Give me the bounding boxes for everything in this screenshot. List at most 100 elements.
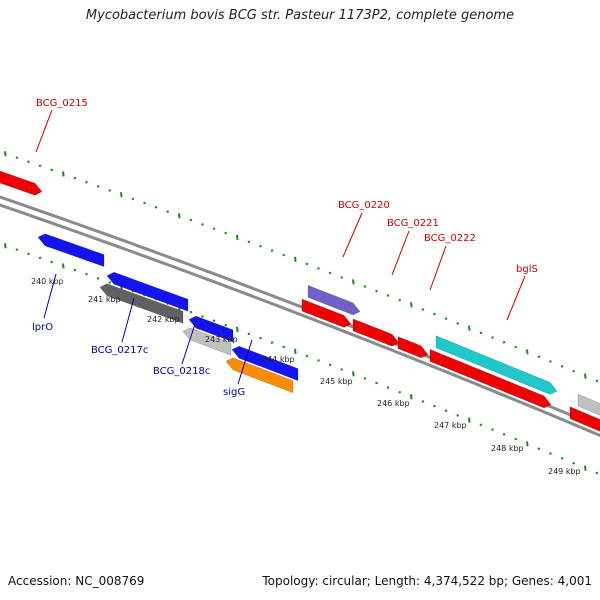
gene-labels: BCG_0215 BCG_0220 BCG_0221 BCG_0222 bglS… — [32, 98, 538, 398]
label-bcg-0220[interactable]: BCG_0220 — [338, 200, 390, 211]
inner-tick — [73, 268, 77, 272]
label-sigg[interactable]: sigG — [223, 387, 245, 398]
label-bcg-0218c[interactable]: BCG_0218c — [153, 366, 210, 377]
inner-tick — [259, 336, 262, 340]
outer-tick — [236, 234, 239, 241]
scale-label-240: 240 kbp — [31, 277, 64, 286]
label-bcg-0215[interactable]: BCG_0215 — [36, 98, 88, 109]
inner-tick — [108, 281, 112, 284]
inner-tick — [595, 471, 599, 475]
outer-tick — [73, 176, 77, 180]
gene-bcg-0222-red — [397, 336, 429, 359]
outer-tick — [584, 373, 587, 379]
label-bcg-0222[interactable]: BCG_0222 — [424, 233, 476, 244]
label-leader-lines — [35, 109, 526, 385]
leader-bcg-0220 — [342, 212, 363, 258]
scale-label-248: 248 kbp — [491, 444, 524, 453]
gene-bcg-0222 — [429, 348, 552, 409]
outer-tick — [178, 213, 181, 219]
gene-bcg-0218c-blue — [188, 315, 234, 343]
inner-tick — [96, 277, 100, 280]
inner-tick — [270, 341, 274, 344]
leader-bgls — [506, 275, 526, 321]
accession-text: Accession: NC_008769 — [8, 574, 145, 588]
outer-tick — [85, 180, 88, 184]
outer-tick — [352, 279, 355, 285]
leader-lpro — [43, 273, 57, 319]
leader-bcg-0218c — [181, 320, 197, 365]
outer-tick — [120, 192, 123, 198]
outer-tick — [27, 160, 30, 164]
outer-tick — [4, 151, 7, 157]
outer-tick — [375, 289, 378, 293]
inner-tick — [375, 381, 378, 385]
inner-tick — [340, 368, 344, 371]
inner-tick — [247, 332, 251, 336]
outer-tick — [433, 312, 436, 316]
inner-tick — [410, 394, 413, 400]
outer-tick — [270, 249, 274, 252]
outer-tick — [526, 349, 529, 355]
inner-tick — [363, 377, 367, 380]
gene-lpro — [37, 233, 105, 268]
gene-gray-right — [577, 393, 600, 416]
gene-bcg-0221 — [352, 318, 400, 347]
outer-tick — [294, 256, 297, 263]
outer-tick — [421, 308, 425, 311]
outer-tick — [212, 227, 216, 231]
label-bcg-0221[interactable]: BCG_0221 — [387, 218, 439, 229]
outer-tick — [96, 185, 100, 188]
gene-bcg-0215 — [0, 170, 43, 196]
inner-tick — [502, 432, 506, 436]
gene-bcg-0220-red — [301, 298, 352, 328]
inner-tick — [456, 414, 460, 417]
gene-sigg — [225, 357, 294, 394]
inner-tick — [560, 456, 564, 460]
inner-tick — [433, 404, 436, 408]
inner-tick — [537, 447, 541, 451]
inner-tick — [62, 263, 65, 269]
inner-tick — [305, 354, 309, 358]
outer-tick — [398, 298, 402, 302]
outer-tick — [456, 322, 460, 325]
outer-tick — [50, 168, 54, 172]
label-bcg-0217c[interactable]: BCG_0217c — [91, 345, 148, 356]
topology-text: Topology: circular; Length: 4,374,522 bp… — [262, 574, 592, 588]
leader-bcg-0221 — [391, 230, 410, 276]
outer-tick — [572, 369, 576, 373]
leader-bcg-0222 — [429, 245, 447, 291]
scale-label-243: 243 kbp — [205, 335, 238, 344]
inner-tick — [514, 437, 518, 441]
outer-tick — [514, 345, 518, 349]
inner-tick — [352, 371, 355, 377]
inner-tick — [584, 465, 587, 471]
inner-tick — [468, 417, 471, 423]
label-lpro[interactable]: lprO — [32, 322, 53, 333]
outer-tick — [108, 189, 112, 192]
label-bgls[interactable]: bglS — [516, 264, 538, 275]
outer-tick — [444, 317, 448, 321]
map-title: Mycobacterium bovis BCG str. Pasteur 117… — [85, 8, 515, 23]
outer-tick — [282, 253, 286, 257]
outer-tick — [363, 285, 367, 288]
outer-tick-ring — [4, 151, 599, 383]
backbone-line — [0, 203, 600, 438]
gene-bcg-0218c — [182, 327, 232, 356]
gene-blue-2 — [231, 345, 299, 382]
outer-tick — [491, 336, 494, 339]
inner-tick — [572, 461, 576, 465]
outer-tick — [201, 223, 204, 226]
gene-bgls — [435, 335, 558, 395]
inner-tick — [328, 363, 332, 367]
outer-tick — [38, 164, 42, 168]
outer-tick — [317, 267, 320, 270]
outer-tick — [305, 262, 309, 266]
inner-tick — [236, 326, 239, 333]
inner-tick — [317, 359, 320, 362]
scale-label-245: 245 kbp — [320, 377, 353, 386]
outer-tick — [560, 364, 564, 368]
inner-tick — [27, 252, 30, 256]
outer-tick — [549, 360, 552, 363]
gene-bcg-0220 — [307, 284, 361, 316]
outer-tick — [595, 379, 599, 383]
